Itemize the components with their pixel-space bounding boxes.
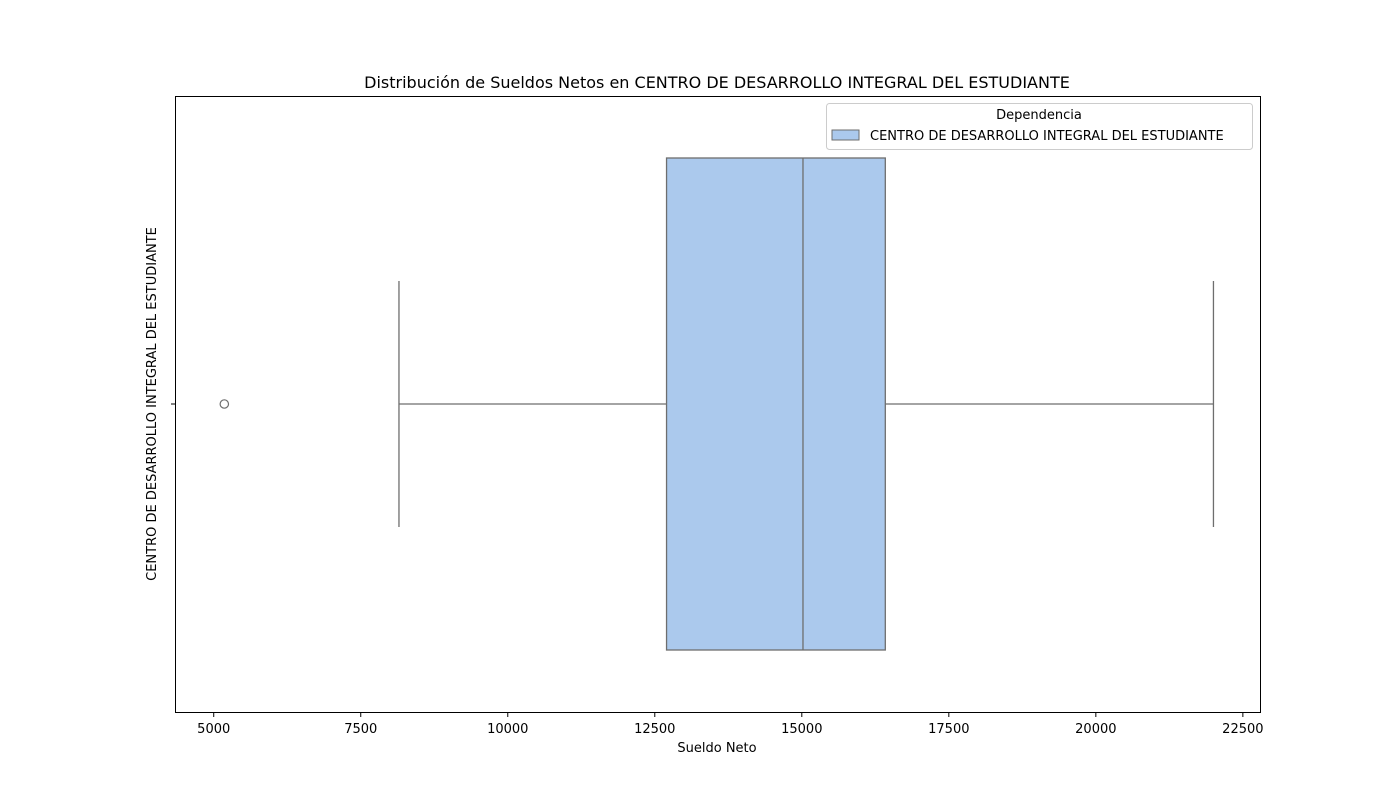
x-tick-label: 5000 xyxy=(197,722,230,737)
legend-title: Dependencia xyxy=(996,108,1082,123)
x-axis-ticks: 5000 7500 10000 12500 15000 17500 20000 22500 xyxy=(197,712,1264,737)
x-tick-label: 17500 xyxy=(928,722,969,737)
x-tick-label: 12500 xyxy=(634,722,675,737)
iqr-box xyxy=(665,157,886,651)
x-tick-label: 22500 xyxy=(1222,722,1263,737)
chart-title: Distribución de Sueldos Netos en CENTRO … xyxy=(364,73,1070,92)
x-axis-label: Sueldo Neto xyxy=(677,741,756,756)
legend-entry-label: CENTRO DE DESARROLLO INTEGRAL DEL ESTUDI… xyxy=(870,129,1224,144)
box-series xyxy=(219,157,1215,651)
legend-swatch xyxy=(831,129,860,141)
x-tick-label: 7500 xyxy=(344,722,377,737)
legend-frame xyxy=(826,103,1253,150)
x-tick-label: 10000 xyxy=(487,722,528,737)
y-axis-label: CENTRO DE DESARROLLO INTEGRAL DEL ESTUDI… xyxy=(145,227,160,581)
legend: Dependencia CENTRO DE DESARROLLO INTEGRA… xyxy=(826,103,1253,150)
x-tick-label: 20000 xyxy=(1075,722,1116,737)
x-tick-label: 15000 xyxy=(781,722,822,737)
plot-marks xyxy=(219,157,1215,651)
outlier-point xyxy=(219,399,230,409)
